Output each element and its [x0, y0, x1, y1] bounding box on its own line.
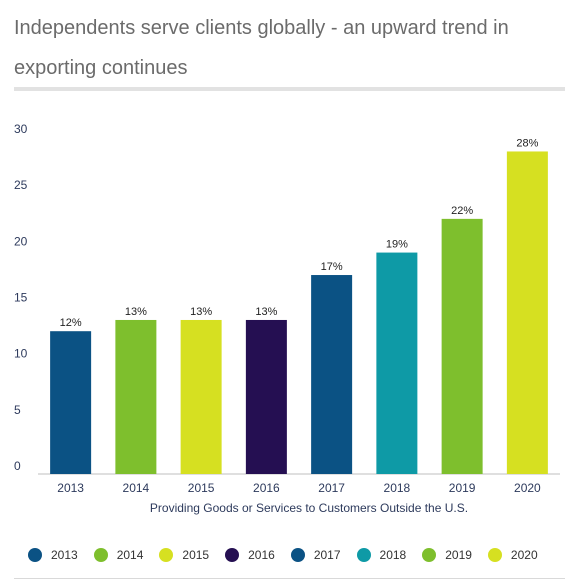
legend-swatch — [28, 548, 42, 562]
legend-label: 2019 — [445, 548, 472, 562]
x-tick-label: 2013 — [57, 481, 84, 495]
data-label: 13% — [125, 306, 147, 318]
data-label: 22% — [451, 205, 473, 217]
chart-title: Independents serve clients globally - an… — [14, 8, 559, 88]
x-tick-label: 2020 — [514, 481, 541, 495]
bar-2018 — [376, 252, 418, 474]
legend-swatch — [422, 548, 437, 562]
data-label: 19% — [386, 239, 408, 251]
legend-swatch — [356, 548, 371, 562]
legend-item-2015[interactable]: 2015 — [159, 548, 209, 562]
legend-item-2016[interactable]: 2016 — [225, 548, 275, 562]
legend-swatch — [93, 548, 108, 562]
bar-2020 — [506, 151, 548, 474]
y-tick-label: 20 — [14, 234, 28, 248]
data-label: 12% — [60, 317, 82, 329]
legend-label: 2014 — [116, 548, 144, 562]
legend-label: 2020 — [510, 548, 538, 562]
title-divider — [14, 87, 565, 91]
chart-title-line-2: exporting continues — [14, 57, 188, 79]
legend-item-2020[interactable]: 2020 — [487, 548, 538, 562]
legend-label: 2016 — [248, 548, 275, 562]
legend-item-2013[interactable]: 2013 — [28, 548, 78, 562]
x-tick-label: 2018 — [384, 481, 411, 495]
x-tick-label: 2016 — [253, 481, 280, 495]
legend-label: 2018 — [379, 548, 407, 562]
data-label: 13% — [190, 306, 212, 318]
y-tick-label: 5 — [14, 403, 21, 417]
data-label: 17% — [321, 261, 343, 273]
bar-2017 — [311, 275, 353, 474]
x-tick-label: 2015 — [188, 481, 215, 495]
legend-swatch — [290, 548, 305, 562]
y-tick-label: 10 — [14, 347, 28, 361]
legend-item-2014[interactable]: 2014 — [93, 548, 144, 562]
x-tick-label: 2014 — [123, 481, 150, 495]
legend-label: 2015 — [182, 548, 210, 562]
legend-swatch — [225, 548, 240, 562]
legend-item-2018[interactable]: 2018 — [356, 548, 407, 562]
legend-swatch — [487, 548, 502, 562]
x-tick-label: 2017 — [318, 481, 345, 495]
bar-2014 — [115, 319, 157, 474]
bar-2019 — [441, 218, 483, 474]
bar-chart: 0 5 10 15 20 25 30 12% 2013 13% 2014 13% 2015 13% 2016… — [14, 122, 560, 515]
data-label: 13% — [255, 306, 277, 318]
legend-item-2017[interactable]: 2017 — [290, 548, 341, 562]
x-axis-title: Providing Goods or Services to Customers… — [150, 501, 468, 515]
y-tick-label: 15 — [14, 291, 28, 305]
y-tick-label: 30 — [14, 122, 28, 136]
bar-2013 — [50, 331, 92, 474]
y-tick-label: 25 — [14, 178, 28, 192]
legend-item-2019[interactable]: 2019 — [422, 548, 472, 562]
data-label: 28% — [516, 137, 538, 149]
bar-2015 — [180, 319, 222, 474]
bottom-divider — [14, 578, 565, 579]
chart-title-line-1: Independents serve clients globally - an… — [14, 17, 509, 39]
legend-label: 2017 — [313, 548, 341, 562]
legend-label: 2013 — [51, 548, 78, 562]
x-tick-label: 2019 — [449, 481, 476, 495]
bar-2016 — [245, 319, 287, 474]
legend-swatch — [159, 548, 174, 562]
y-tick-label: 0 — [14, 459, 21, 473]
chart-legend: 2013 2014 2015 2016 2017 2018 2019 2020 — [28, 545, 554, 565]
